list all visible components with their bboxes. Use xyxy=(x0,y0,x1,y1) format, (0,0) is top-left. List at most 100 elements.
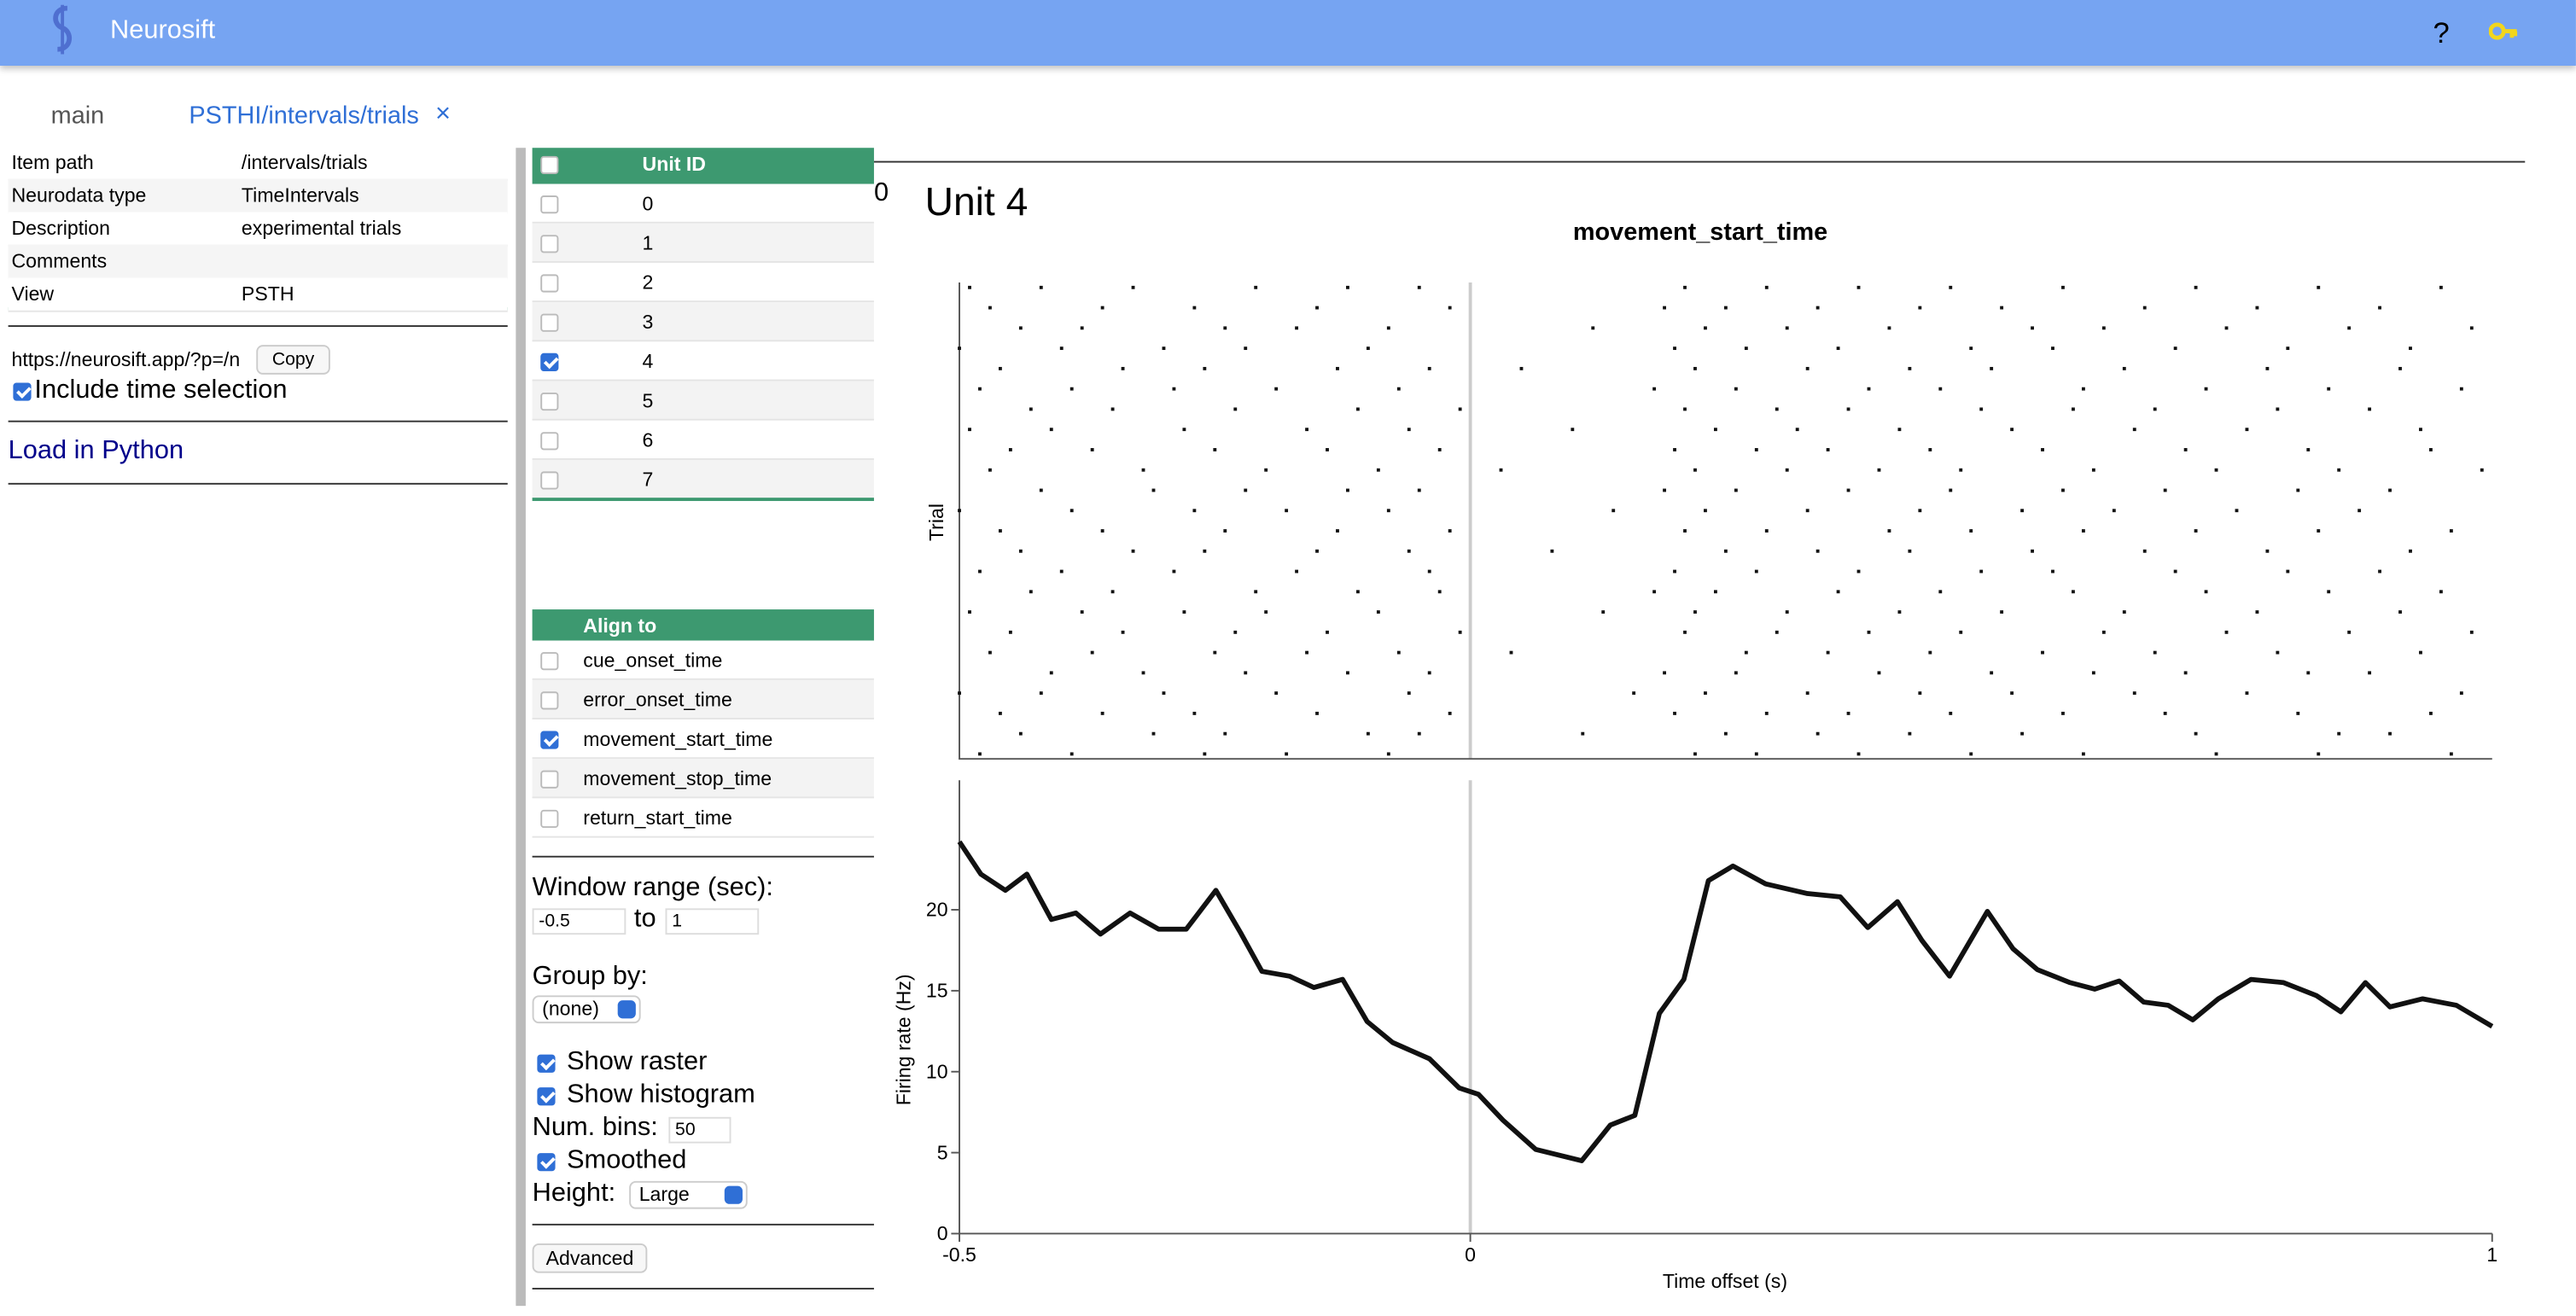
tab-active[interactable]: PSTHI/intervals/trials xyxy=(189,102,419,131)
checkbox[interactable] xyxy=(540,313,559,332)
unit-row[interactable] xyxy=(532,381,874,421)
align-row[interactable] xyxy=(532,640,874,680)
divider xyxy=(8,482,508,485)
checkbox[interactable] xyxy=(540,393,559,411)
checkbox[interactable] xyxy=(540,274,559,293)
spike xyxy=(2010,428,2014,432)
spike xyxy=(988,650,992,655)
spike xyxy=(1274,691,1279,696)
unit-row[interactable] xyxy=(532,341,874,381)
spike xyxy=(1203,549,1207,553)
advanced-button[interactable]: Advanced xyxy=(532,1243,648,1273)
spike xyxy=(2041,448,2044,451)
spike xyxy=(2429,711,2433,715)
align-row[interactable] xyxy=(532,719,874,760)
copy-button[interactable]: Copy xyxy=(256,345,330,375)
spike xyxy=(1141,468,1145,472)
spike xyxy=(1100,711,1104,715)
spike xyxy=(1039,488,1043,492)
spike xyxy=(1346,488,1349,492)
load-python-link[interactable]: Load in Python xyxy=(8,436,184,465)
checkbox[interactable] xyxy=(537,1054,556,1073)
spike xyxy=(2194,731,2198,736)
spike xyxy=(1069,752,1074,756)
spike xyxy=(998,366,1002,370)
spike xyxy=(1815,549,1820,553)
checkbox[interactable] xyxy=(540,731,559,749)
align-option: error_onset_time xyxy=(583,688,732,712)
spike xyxy=(1928,448,1932,451)
spike xyxy=(1693,610,1697,614)
spike xyxy=(1908,549,1912,553)
unit-row[interactable] xyxy=(532,183,874,224)
bins-input[interactable]: 50 xyxy=(668,1116,731,1144)
spike xyxy=(1121,366,1125,370)
spike xyxy=(2173,346,2177,351)
x-tick-label: 0 xyxy=(1465,1243,1476,1266)
help-button[interactable]: ? xyxy=(2433,16,2450,49)
tab-close[interactable]: × xyxy=(435,100,452,129)
spike xyxy=(968,428,971,432)
spike xyxy=(2449,752,2453,756)
app-title[interactable]: Neurosift xyxy=(109,16,216,44)
spike xyxy=(1856,752,1861,756)
checkbox[interactable] xyxy=(540,195,559,214)
table-header xyxy=(532,148,874,184)
checkbox[interactable] xyxy=(540,691,559,710)
spike xyxy=(2183,448,2188,451)
spike xyxy=(1386,326,1390,330)
spike xyxy=(1182,610,1186,614)
key-icon[interactable] xyxy=(2488,20,2519,43)
unit-row[interactable] xyxy=(532,223,874,263)
unit-row[interactable] xyxy=(532,262,874,303)
checkbox[interactable] xyxy=(540,432,559,451)
spike xyxy=(1714,428,1717,432)
spike xyxy=(1039,285,1043,289)
spike xyxy=(2183,671,2188,675)
spike xyxy=(2327,590,2331,594)
checkbox[interactable] xyxy=(540,235,559,253)
align-row[interactable] xyxy=(532,679,874,720)
splitter[interactable] xyxy=(516,148,526,1307)
align-row[interactable] xyxy=(532,798,874,838)
checkbox[interactable] xyxy=(540,770,559,789)
spike xyxy=(2459,691,2463,696)
height-label: Height: xyxy=(532,1179,616,1208)
checkbox[interactable] xyxy=(540,471,559,490)
tab[interactable]: main xyxy=(50,102,105,131)
spike xyxy=(2163,711,2167,715)
group-select[interactable]: (none) xyxy=(532,995,641,1024)
spike xyxy=(1059,569,1064,574)
info-value: /intervals/trials xyxy=(241,151,368,175)
height-select[interactable]: Large xyxy=(629,1180,748,1209)
info-value: experimental trials xyxy=(241,217,402,241)
checkbox[interactable] xyxy=(13,382,32,401)
checkbox[interactable] xyxy=(540,652,559,671)
logo[interactable] xyxy=(46,3,79,56)
spike xyxy=(1203,752,1207,756)
checkbox[interactable] xyxy=(540,809,559,829)
checkbox[interactable] xyxy=(537,1153,556,1172)
checkbox[interactable] xyxy=(540,155,559,175)
unit-row[interactable] xyxy=(532,459,874,500)
unit-row[interactable] xyxy=(532,420,874,460)
checkbox[interactable] xyxy=(540,352,559,371)
spike xyxy=(1080,610,1084,614)
spike xyxy=(1192,711,1197,715)
spike xyxy=(1223,731,1227,736)
spike xyxy=(2142,306,2147,310)
spike xyxy=(1244,346,1248,351)
spike xyxy=(1264,468,1268,472)
spike xyxy=(1355,407,1360,411)
spike xyxy=(1673,448,1676,451)
unit-row[interactable] xyxy=(532,302,874,342)
spike xyxy=(1295,326,1299,330)
align-row[interactable] xyxy=(532,759,874,799)
spike xyxy=(1059,346,1064,351)
checkbox[interactable] xyxy=(537,1087,556,1106)
window-end[interactable]: 1 xyxy=(665,908,760,935)
spike xyxy=(2265,549,2270,553)
spike xyxy=(1836,590,1840,594)
spike xyxy=(1049,428,1053,432)
window-start[interactable]: -0.5 xyxy=(532,908,627,935)
